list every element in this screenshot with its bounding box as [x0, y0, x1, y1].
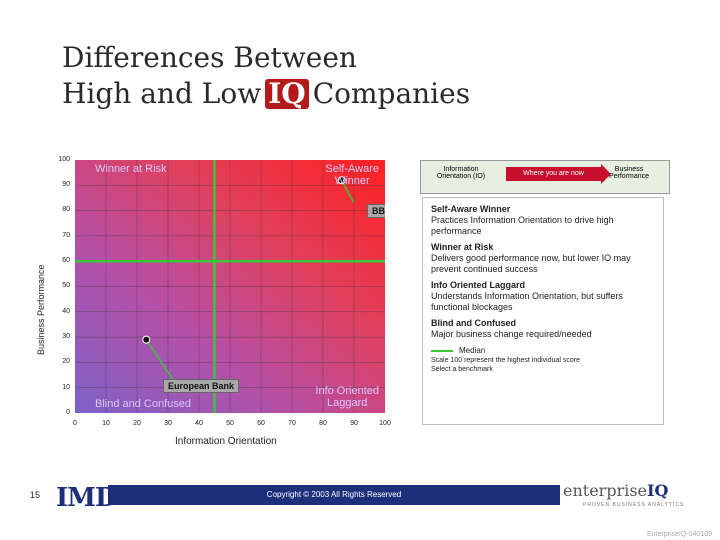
y-tick: 40	[62, 308, 70, 315]
quadrant-laggard-line-1: Info Oriented	[315, 385, 379, 397]
y-tick: 50	[62, 282, 70, 289]
quadrant-self-aware-line-1: Self-Aware	[325, 163, 379, 175]
desc-title: Winner at Risk	[431, 242, 494, 252]
y-tick: 30	[62, 333, 70, 340]
x-tick: 90	[350, 420, 358, 427]
x-tick: 70	[288, 420, 296, 427]
legend-right: Business Performance	[599, 166, 659, 180]
imd-logo: IMD	[56, 483, 117, 513]
x-tick: 30	[164, 420, 172, 427]
y-tick: 0	[66, 409, 70, 416]
quadrant-self-aware-winner: Self-Aware Winner	[325, 163, 379, 187]
x-tick: 40	[195, 420, 203, 427]
y-tick: 70	[62, 232, 70, 239]
arrow-where-you-are-now: Where you are now	[506, 164, 611, 184]
leader-line-european-bank	[145, 339, 177, 386]
legend-box: Information Orientation (IO) Where you a…	[420, 160, 670, 194]
desc-text: Major business change required/needed	[431, 329, 592, 339]
footer: 15 IMD Copyright © 2003 All Rights Reser…	[0, 465, 720, 525]
quadrant-blind-and-confused: Blind and Confused	[95, 398, 192, 410]
median-swatch	[431, 349, 453, 352]
iq-badge: IQ	[265, 79, 309, 109]
x-tick: 20	[133, 420, 141, 427]
quadrant-laggard-line-2: Laggard	[327, 397, 368, 409]
y-tick: 60	[62, 257, 70, 264]
y-axis-label: Business Performance	[36, 264, 46, 355]
title-line-2: High and Low IQ Companies	[62, 76, 470, 112]
slide-reference: EnterpriseIQ-040109	[647, 531, 712, 538]
quadrant-descriptions: Self-Aware Winner Practices Information …	[422, 197, 664, 425]
point-european-bank	[142, 335, 151, 344]
leader-line-bbva	[340, 179, 355, 203]
title-line-1: Differences Between	[62, 41, 357, 74]
legend-right-line-2: Performance	[608, 173, 650, 180]
quadrant-info-oriented-laggard: Info Oriented Laggard	[315, 385, 379, 409]
callout-bbva: BBVA	[367, 204, 385, 218]
x-tick: 10	[102, 420, 110, 427]
note-1: Scale 100 represent the highest individu…	[431, 357, 581, 364]
legend-left: Information Orientation (IO)	[431, 166, 491, 180]
x-tick: 60	[257, 420, 265, 427]
eiq-brand-2: IQ	[647, 481, 669, 500]
eiq-brand-1: enterprise	[563, 481, 648, 500]
title-pre: High and Low	[62, 77, 262, 110]
plot-svg	[75, 160, 385, 413]
quadrant-self-aware-line-2: Winner	[334, 175, 370, 187]
x-tick: 0	[73, 420, 77, 427]
note-2: Select a benchmark	[431, 366, 493, 373]
x-axis-label: Information Orientation	[175, 436, 277, 447]
point-bbva	[337, 176, 346, 185]
median-label: Median	[459, 346, 486, 355]
y-tick: 100	[58, 156, 70, 163]
desc-title: Info Oriented Laggard	[431, 280, 526, 290]
enterpriseiq-logo: enterpriseIQ	[563, 481, 668, 500]
median-legend: Median	[431, 345, 657, 356]
eiq-tagline: PROVEN BUSINESS ANALYTICS	[583, 502, 685, 508]
x-tick: 50	[226, 420, 234, 427]
y-tick: 20	[62, 358, 70, 365]
desc-title: Self-Aware Winner	[431, 204, 511, 214]
legend-right-line-1: Business	[614, 166, 644, 173]
desc-text: Practices Information Orientation to dri…	[431, 215, 614, 236]
callout-european-bank: European Bank	[163, 379, 240, 393]
y-tick: 80	[62, 206, 70, 213]
slide-title: Differences Between High and Low IQ Compan…	[62, 40, 470, 112]
y-tick: 90	[62, 181, 70, 188]
page-number: 15	[30, 490, 41, 500]
desc-text: Delivers good performance now, but lower…	[431, 253, 631, 274]
x-tick: 80	[319, 420, 327, 427]
desc-text: Understands Information Orientation, but…	[431, 291, 623, 312]
quadrant-winner-at-risk: Winner at Risk	[95, 163, 167, 175]
y-tick: 10	[62, 384, 70, 391]
quadrant-plot: Winner at Risk Self-Aware Winner Blind a…	[75, 160, 385, 413]
legend-left-line-1: Information	[443, 166, 479, 173]
legend-left-line-2: Orientation (IO)	[436, 173, 486, 180]
desc-title: Blind and Confused	[431, 318, 516, 328]
x-tick: 100	[379, 420, 391, 427]
copyright-bar: Copyright © 2003 All Rights Reserved	[108, 485, 560, 505]
title-post: Companies	[312, 77, 471, 110]
